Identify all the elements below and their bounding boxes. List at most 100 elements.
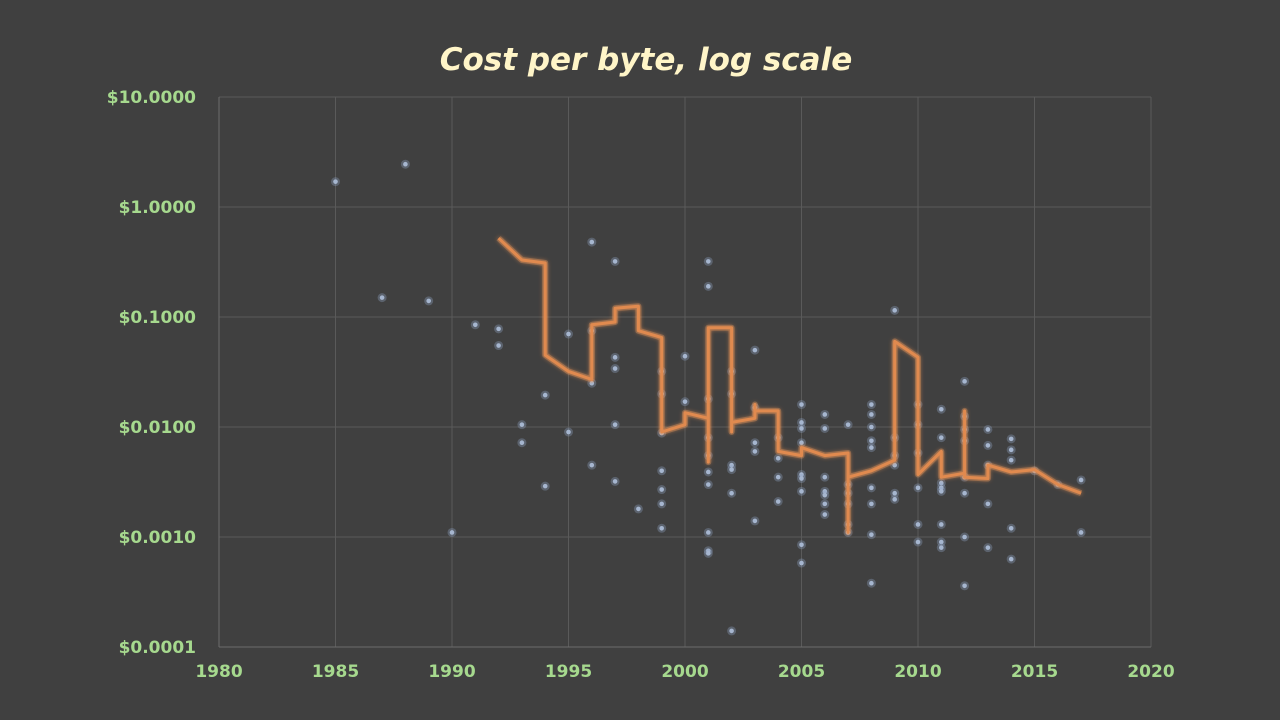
trend-line-path [497, 237, 1082, 534]
data-point [820, 490, 830, 500]
data-point [866, 422, 876, 432]
data-point [727, 465, 737, 475]
data-point-dot [449, 530, 455, 535]
data-point-dot [1078, 530, 1084, 535]
data-point [890, 460, 900, 470]
data-point-dot [869, 580, 874, 586]
y-tick-label: $0.1000 [119, 308, 197, 328]
data-point-dot [333, 179, 338, 184]
data-point-dot [822, 474, 828, 480]
data-point-dot [379, 295, 385, 300]
data-point-dot [939, 522, 944, 527]
data-point [400, 159, 410, 169]
data-point [936, 433, 946, 443]
data-point [750, 438, 760, 448]
data-point [773, 497, 783, 507]
data-point [797, 400, 806, 410]
data-point [610, 420, 620, 430]
data-point [960, 581, 970, 591]
data-point [657, 466, 667, 476]
data-point [540, 481, 550, 491]
data-point-dot [752, 449, 758, 454]
data-point [610, 364, 620, 374]
data-point-dot [939, 435, 944, 440]
data-point-dot [612, 259, 618, 264]
data-point-dot [799, 489, 804, 494]
data-point [866, 400, 876, 410]
data-point-dot [636, 506, 641, 512]
data-point [703, 527, 713, 537]
data-point [564, 329, 573, 339]
data-point-dot [845, 422, 851, 427]
data-point [703, 480, 713, 490]
data-point [820, 472, 830, 482]
data-point [797, 423, 806, 433]
data-point [866, 436, 876, 446]
data-point [936, 483, 946, 493]
data-point-dot [822, 426, 828, 431]
data-point-dot [473, 322, 478, 328]
data-point [424, 296, 434, 306]
x-tick-label: 1990 [428, 662, 475, 682]
data-point-dot [729, 490, 734, 496]
data-point-dot [706, 482, 711, 487]
data-point [703, 281, 713, 291]
data-point-dot [426, 298, 432, 304]
data-point-dot [822, 412, 828, 417]
data-point [913, 537, 923, 547]
data-point [727, 488, 737, 498]
data-point [866, 578, 876, 588]
data-point-dot [1008, 525, 1014, 531]
data-point-dot [799, 440, 804, 445]
data-point [703, 256, 713, 266]
data-point-dot [869, 424, 874, 430]
data-point-dot [612, 366, 618, 371]
data-point-dot [985, 443, 991, 448]
data-point-dot [962, 534, 967, 540]
data-point [983, 543, 993, 553]
data-point-dot [985, 501, 991, 507]
plot-axes [218, 97, 1151, 648]
x-tick-label: 1985 [312, 662, 359, 682]
data-point [936, 543, 946, 553]
data-point [610, 352, 620, 362]
data-point-dot [519, 422, 525, 427]
data-point-dot [589, 380, 595, 386]
data-point-dot [612, 479, 618, 484]
data-point [960, 376, 970, 386]
data-point-dot [869, 438, 874, 444]
tick-labels: 1980 1985 1990 1995 2000 2005 2010 2015 2020 $0.0… [107, 88, 1175, 682]
x-tick-label: 2005 [778, 662, 825, 682]
data-point [797, 474, 806, 484]
data-point [447, 527, 457, 537]
data-point-dot [729, 467, 734, 472]
data-point [494, 341, 504, 351]
data-point-dot [1008, 457, 1014, 463]
data-point-dot [706, 259, 711, 264]
data-point [866, 499, 876, 509]
data-point [1076, 527, 1086, 537]
data-point-dot [566, 331, 571, 337]
y-tick-label: $0.0010 [119, 528, 197, 548]
data-point-dot [869, 402, 874, 407]
data-point [913, 483, 923, 493]
data-point-dot [822, 492, 828, 498]
data-point-dot [892, 497, 897, 502]
data-point [866, 530, 876, 540]
data-point-dot [799, 472, 804, 477]
data-point [727, 626, 737, 636]
data-point [936, 519, 946, 529]
data-point [1006, 523, 1016, 533]
data-point [680, 351, 690, 361]
data-point [820, 499, 830, 509]
data-point-dot [682, 399, 688, 404]
data-point [750, 446, 760, 456]
data-point [377, 293, 387, 303]
data-point [936, 478, 946, 488]
data-point-dot [752, 347, 758, 353]
data-point [820, 486, 830, 496]
x-tick-label: 2010 [894, 662, 941, 682]
data-point [773, 472, 783, 482]
data-point [820, 510, 830, 520]
data-point [703, 467, 713, 477]
